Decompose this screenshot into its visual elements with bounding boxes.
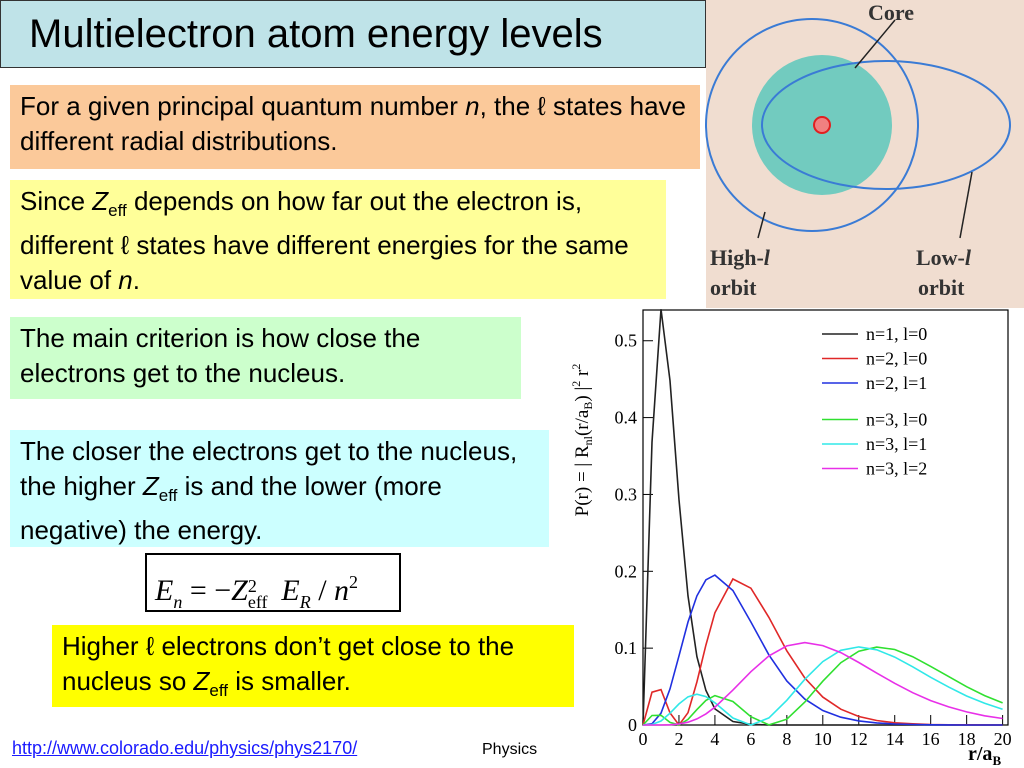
chart: P(r) = | Rnl(r/aB) |2 r2 r/aB 00.10.20.3…	[569, 309, 1012, 768]
label-part: (r/a	[572, 409, 593, 436]
legend-label: n=3, l=2	[866, 459, 927, 479]
label-part: l	[764, 245, 771, 270]
series-line	[642, 646, 1003, 726]
label-part: Low-	[916, 245, 965, 270]
label-part: l	[965, 245, 972, 270]
text: Since	[20, 186, 93, 216]
eq-part: R	[299, 592, 311, 612]
core-label: Core	[868, 0, 914, 25]
text: Z	[92, 186, 109, 216]
label-part: P(r) = | R	[572, 445, 593, 516]
legend-label: n=3, l=1	[866, 434, 927, 454]
y-axis-label: P(r) = | Rnl(r/aB) |2 r2	[569, 364, 595, 517]
y-tick-label: 0.2	[615, 561, 638, 581]
y-tick-label: 0.4	[615, 408, 638, 428]
text: n	[465, 91, 480, 121]
eq-part: = −	[182, 574, 232, 607]
high-l-label: High-l	[710, 245, 771, 270]
eq-scripts: 2 eff	[248, 577, 274, 611]
label-part: r/a	[968, 743, 992, 765]
label-part: 2	[569, 381, 583, 387]
label-part: ) |	[572, 387, 593, 402]
equation: En = −Z 2 eff ER / n2	[145, 553, 401, 612]
text: n	[118, 265, 133, 295]
x-tick-label: 16	[922, 729, 940, 749]
eq-part: E	[273, 574, 300, 607]
series-line	[642, 574, 1003, 726]
low-l-orbit	[761, 60, 1011, 190]
course-link[interactable]: http://www.colorado.edu/physics/phys2170…	[12, 738, 358, 758]
high-l-label: orbit	[710, 275, 757, 300]
x-tick-label: 20	[994, 729, 1012, 749]
eq-part: 2	[247, 576, 257, 596]
eq-part: eff	[247, 592, 268, 612]
x-tick-label: 14	[886, 729, 904, 749]
text-box: Since Zeff depends on how far out the el…	[10, 180, 666, 299]
y-tick-label: 0	[628, 715, 637, 735]
leader-line	[757, 211, 766, 239]
text-box: The main criterion is how close the elec…	[10, 317, 521, 399]
text: Z	[142, 471, 159, 501]
eq-part: n	[334, 574, 350, 607]
text: For a given principal quantum number	[20, 91, 466, 121]
low-l-label: Low-l	[916, 245, 972, 270]
text: is smaller.	[228, 666, 351, 696]
x-tick-label: 8	[782, 729, 791, 749]
high-l-orbit	[705, 18, 919, 232]
nucleus	[813, 116, 831, 134]
text: , the ℓ states have different radial dis…	[20, 91, 687, 156]
x-tick-label: 2	[674, 729, 683, 749]
eq-part: 2	[349, 572, 359, 592]
x-tick-label: 18	[958, 729, 976, 749]
series-line	[642, 646, 1003, 726]
x-axis-label: r/aB	[968, 743, 1001, 768]
text-box: Higher ℓ electrons don’t get close to th…	[52, 625, 574, 707]
x-tick-label: 6	[746, 729, 755, 749]
label-part: r	[572, 369, 593, 381]
y-tick-label: 0.5	[615, 331, 638, 351]
text: eff	[158, 486, 178, 505]
label-part: B	[581, 402, 595, 410]
eq-part: n	[173, 592, 183, 612]
text: eff	[209, 681, 229, 700]
text-box: The closer the electrons get to the nucl…	[10, 430, 549, 547]
eq-part: E	[155, 574, 174, 607]
x-tick-label: 0	[639, 729, 648, 749]
label-part: B	[992, 753, 1001, 768]
slide-title: Multielectron atom energy levels	[0, 0, 706, 68]
x-tick-label: 10	[814, 729, 832, 749]
text: .	[132, 265, 140, 295]
text: Higher ℓ electrons don’t get close to th…	[62, 631, 515, 696]
series-line	[643, 641, 1003, 726]
footer-text: Physics	[482, 741, 538, 758]
label-part: High-	[710, 245, 764, 270]
text: depends on how far out the electron is, …	[20, 186, 629, 295]
x-tick-label: 12	[850, 729, 868, 749]
text: is and the lower (more negative) the ene…	[20, 471, 442, 545]
text: The main criterion is how close the elec…	[20, 323, 421, 388]
low-l-label: orbit	[918, 275, 965, 300]
label-part: 2	[569, 364, 583, 370]
y-tick-label: 0.1	[615, 638, 638, 658]
label-part: nl	[581, 435, 595, 445]
text: The closer the electrons get to the nucl…	[20, 436, 518, 501]
orbit-diagram: Core High-l orbit Low-l orbit	[705, 0, 1024, 308]
legend-label: n=2, l=0	[866, 349, 927, 369]
legend-label: n=1, l=0	[866, 324, 927, 344]
eq-part: /	[310, 574, 335, 607]
text: Z	[193, 666, 210, 696]
eq-part: Z	[231, 574, 248, 607]
text-box: For a given principal quantum number n, …	[10, 85, 700, 169]
text: eff	[108, 201, 127, 220]
y-tick-label: 0.3	[615, 484, 638, 504]
leader-line	[959, 171, 973, 239]
legend-label: n=3, l=0	[866, 410, 927, 430]
leader-line	[854, 19, 896, 69]
x-tick-label: 4	[710, 729, 719, 749]
legend-label: n=2, l=1	[866, 373, 927, 393]
